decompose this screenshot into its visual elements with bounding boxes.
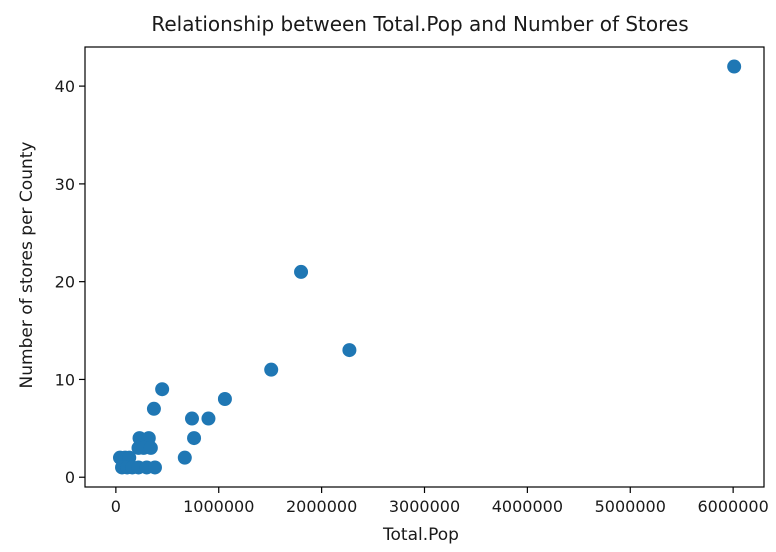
data-point — [143, 440, 158, 455]
x-tick-label: 2000000 — [286, 497, 357, 516]
y-tick-label: 10 — [55, 370, 75, 389]
data-point — [264, 362, 279, 377]
y-tick-label: 40 — [55, 77, 75, 96]
y-tick-label: 0 — [65, 468, 75, 487]
y-axis: 0 10 20 30 40 — [55, 77, 85, 487]
y-tick-label: 20 — [55, 273, 75, 292]
x-axis: 0 1000000 2000000 3000000 4000000 5000000 6000… — [111, 487, 769, 516]
data-point — [201, 411, 216, 426]
data-point — [217, 392, 232, 406]
y-tick-label: 30 — [55, 175, 75, 194]
y-axis-label: Number of stores per County — [17, 142, 37, 389]
data-point — [147, 460, 162, 475]
x-axis-label: Total.Pop — [382, 525, 459, 545]
data-point — [294, 264, 309, 279]
x-tick-label: 3000000 — [389, 497, 460, 516]
data-point — [727, 59, 742, 74]
chart-title: Relationship between Total.Pop and Numbe… — [151, 12, 688, 36]
data-point — [146, 401, 161, 416]
data-point — [342, 343, 357, 358]
data-point — [177, 450, 192, 465]
data-point — [187, 431, 202, 446]
x-tick-label: 6000000 — [698, 497, 769, 516]
x-tick-label: 4000000 — [492, 497, 563, 516]
data-point — [155, 382, 170, 397]
x-tick-label: 5000000 — [595, 497, 666, 516]
data-points — [112, 59, 742, 475]
data-point — [184, 411, 199, 426]
x-tick-label: 0 — [111, 497, 121, 516]
x-tick-label: 1000000 — [183, 497, 254, 516]
